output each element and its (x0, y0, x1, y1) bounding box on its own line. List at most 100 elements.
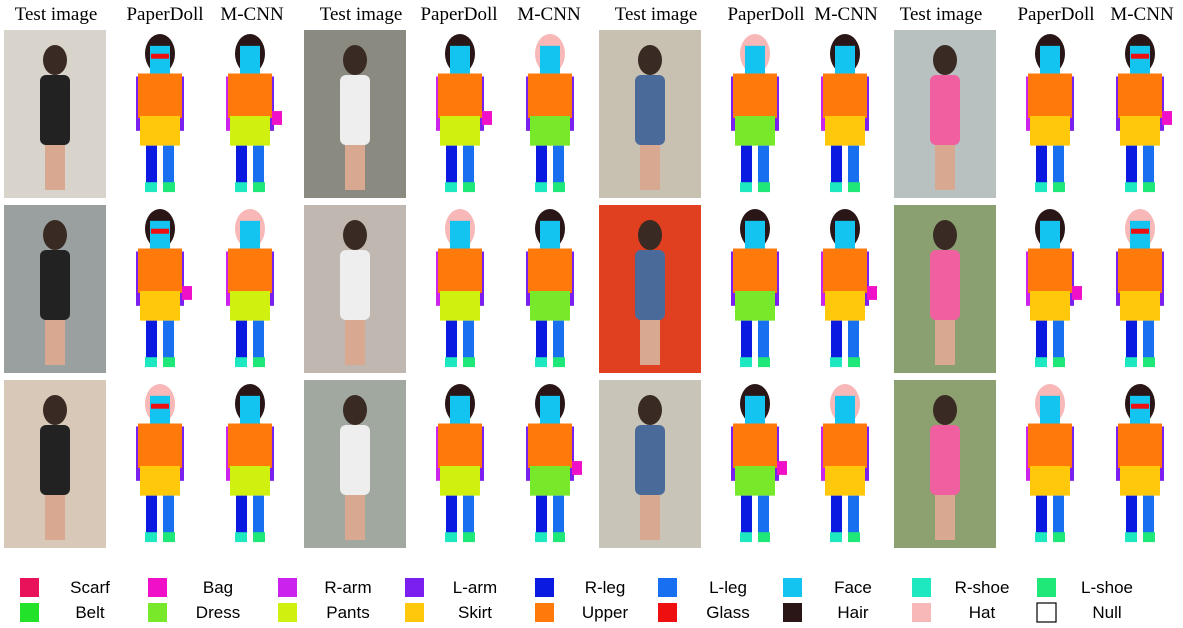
photo-person-head (343, 45, 367, 75)
legend-label: R-leg (585, 578, 626, 597)
legend-label: Dress (196, 603, 240, 622)
parse-region (848, 495, 859, 534)
parse-region (831, 495, 842, 534)
photo-person-body (930, 75, 960, 145)
parse-region (228, 73, 272, 118)
legend-label: Scarf (70, 578, 110, 597)
parse-region (463, 532, 475, 543)
legend-swatch (1036, 602, 1057, 623)
legend-swatch (912, 578, 931, 597)
column-header: Test image (615, 4, 698, 25)
photo-person-body (635, 425, 665, 495)
parse-region (463, 320, 474, 359)
parse-region (140, 291, 180, 321)
parse-region (445, 182, 457, 193)
parse-region (848, 357, 860, 368)
parse-region (146, 495, 157, 534)
parse-region (745, 45, 765, 76)
parse-region (536, 145, 547, 184)
parse-region (440, 466, 480, 496)
parse-region (1130, 395, 1150, 426)
column-header: PaperDoll (727, 4, 804, 25)
parse-region (1162, 111, 1172, 125)
photo-person-head (933, 220, 957, 250)
parse-region (758, 145, 769, 184)
parse-region (848, 320, 859, 359)
parse-region (741, 495, 752, 534)
parse-region (848, 532, 860, 543)
parse-region (848, 182, 860, 193)
parse-region (240, 395, 260, 426)
parse-region (553, 145, 564, 184)
example-group (599, 30, 869, 198)
parse-region (445, 532, 457, 543)
parse-region (1072, 286, 1082, 300)
parse-region (867, 286, 877, 300)
parse-region (438, 248, 482, 293)
legend-swatch (148, 578, 167, 597)
legend-label: R-shoe (955, 578, 1010, 597)
parse-region (1143, 182, 1155, 193)
parse-region (253, 495, 264, 534)
parse-region (463, 182, 475, 193)
legend-label: Upper (582, 603, 629, 622)
parse-region (230, 291, 270, 321)
parse-region (146, 320, 157, 359)
photo-person-legs (640, 495, 660, 540)
example-group (4, 30, 282, 198)
parse-region (1131, 228, 1149, 234)
legend-label: Face (834, 578, 872, 597)
parse-region (150, 395, 170, 426)
parse-region (163, 320, 174, 359)
legend-label: R-arm (324, 578, 371, 597)
photo-person-legs (640, 320, 660, 365)
example-group (304, 30, 574, 198)
parse-region (146, 145, 157, 184)
photo-person-legs (45, 495, 65, 540)
parse-region (745, 395, 765, 426)
parse-region (1053, 145, 1064, 184)
parse-region (253, 320, 264, 359)
parse-region (236, 320, 247, 359)
parse-region (240, 45, 260, 76)
parse-region (1028, 423, 1072, 468)
parse-region (253, 182, 265, 193)
legend-label: Belt (75, 603, 105, 622)
photo-person-body (635, 250, 665, 320)
legend-swatch (1037, 578, 1056, 597)
parse-region (1118, 248, 1162, 293)
photo-person-head (343, 395, 367, 425)
parse-region (735, 116, 775, 146)
parse-region (1126, 320, 1137, 359)
parse-region (758, 320, 769, 359)
parse-region (151, 228, 169, 234)
parse-region (735, 466, 775, 496)
parse-region (825, 466, 865, 496)
parse-region (553, 495, 564, 534)
example-group (599, 205, 877, 373)
parse-region (830, 357, 842, 368)
legend-swatch (405, 578, 424, 597)
parse-region (1030, 291, 1070, 321)
example-group (304, 205, 574, 373)
parse-region (235, 182, 247, 193)
legend-swatch (658, 578, 677, 597)
legend-swatch (783, 578, 802, 597)
legend-swatch (912, 603, 931, 622)
parse-region (540, 395, 560, 426)
parse-region (1131, 403, 1149, 409)
parse-region (1036, 145, 1047, 184)
parse-region (253, 145, 264, 184)
example-group (894, 205, 1164, 373)
photo-person-head (638, 45, 662, 75)
parse-region (745, 220, 765, 251)
column-header: PaperDoll (420, 4, 497, 25)
photo-person-legs (45, 320, 65, 365)
legend-label: Null (1092, 603, 1121, 622)
parse-region (150, 220, 170, 251)
parse-region (1040, 220, 1060, 251)
photo-person-head (933, 395, 957, 425)
legend-label: Hair (837, 603, 869, 622)
photo-person-legs (345, 320, 365, 365)
parse-region (235, 532, 247, 543)
